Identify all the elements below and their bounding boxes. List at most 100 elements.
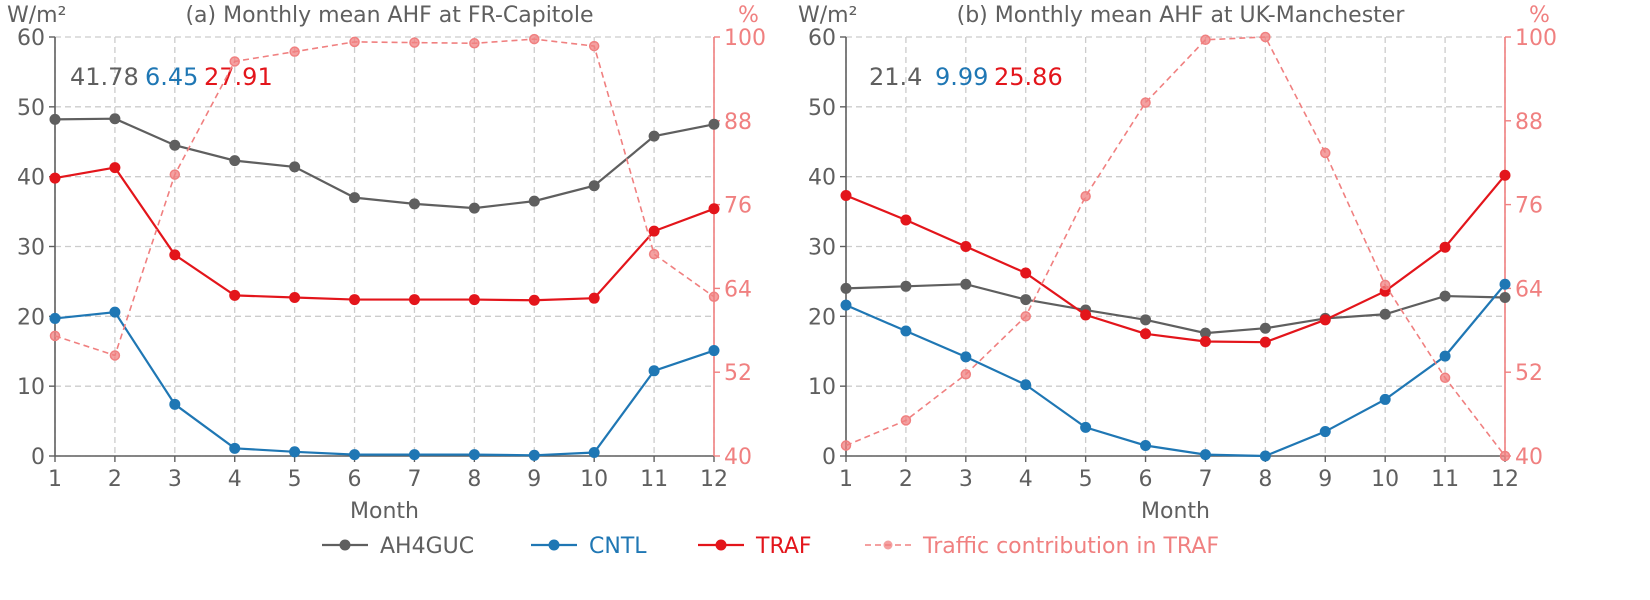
legend-marker-traffic-contribution (883, 540, 893, 550)
data-point-ah4guc (648, 130, 660, 142)
data-point-cntl (588, 447, 600, 459)
data-point-traffic-contribution (1140, 97, 1151, 108)
legend-label-traffic-contribution: Traffic contribution in TRAF (922, 534, 1219, 559)
y2-tick-label: 40 (1515, 445, 1543, 470)
data-point-traffic-contribution (960, 369, 972, 380)
data-point-cntl (109, 306, 121, 318)
x-tick-label: 4 (228, 467, 242, 492)
y2-tick-label: 52 (1515, 361, 1543, 386)
y-tick-label: 60 (808, 26, 836, 51)
y2-axis-label: % (738, 3, 759, 28)
legend-label-ah4guc: AH4GUC (380, 534, 474, 559)
data-point-traf (900, 214, 912, 226)
x-tick-label: 12 (1491, 467, 1519, 492)
x-tick-label: 11 (640, 467, 668, 492)
data-point-ah4guc (289, 161, 301, 173)
data-point-traffic-contribution (529, 33, 540, 45)
data-point-traffic-contribution (469, 38, 480, 49)
y-tick-label: 10 (17, 375, 45, 400)
data-point-ah4guc (109, 113, 121, 125)
y2-tick-label: 76 (1515, 194, 1543, 219)
data-point-traffic-contribution (1379, 279, 1391, 291)
data-point-traf (1259, 336, 1271, 348)
x-tick-label: 5 (288, 467, 302, 492)
panel-b: 1 2 3 4 5 6 7 8 9 10 11 120102030405060405264768810… (798, 3, 1557, 524)
data-point-traffic-contribution (169, 169, 181, 180)
data-point-ah4guc (468, 202, 480, 214)
x-tick-label: 3 (959, 467, 973, 492)
x-tick-label: 12 (700, 467, 728, 492)
x-tick-label: 4 (1019, 467, 1033, 492)
data-point-traf (1499, 169, 1511, 181)
series-line-cntl (54, 310, 715, 457)
data-point-traf (708, 203, 720, 215)
data-point-traffic-contribution (1080, 190, 1091, 202)
x-axis-label: Month (1141, 499, 1210, 524)
x-tick-label: 2 (108, 467, 122, 492)
data-point-ah4guc (1199, 327, 1211, 339)
data-point-cntl (900, 325, 912, 337)
data-point-traf (528, 294, 540, 306)
data-point-traffic-contribution (900, 415, 912, 426)
x-tick-label: 2 (899, 467, 913, 492)
x-tick-label: 8 (467, 467, 481, 492)
data-point-traf (229, 289, 241, 301)
y-tick-label: 50 (808, 96, 836, 121)
data-point-traf (109, 162, 121, 174)
data-point-traf (349, 294, 361, 306)
y2-tick-label: 64 (1515, 277, 1543, 302)
series-line-ah4guc (845, 283, 1506, 335)
legend: AH4GUC CNTL TRAF Traffic contribution in TR… (322, 534, 1219, 559)
data-point-traffic-contribution (1200, 34, 1211, 46)
data-point-traffic-contribution (648, 248, 660, 260)
data-point-cntl (1499, 278, 1511, 290)
y-tick-label: 10 (808, 375, 836, 400)
y-axis-label: W/m² (798, 3, 857, 28)
legend-marker-traf (715, 539, 727, 551)
data-point-traf (1140, 328, 1152, 340)
data-point-traffic-contribution (109, 350, 121, 361)
x-tick-label: 1 (839, 467, 853, 492)
series-line-traf (845, 174, 1506, 344)
data-point-ah4guc (49, 113, 61, 125)
x-tick-label: 1 (48, 467, 62, 492)
data-point-traf (648, 225, 660, 237)
data-point-ah4guc (229, 155, 241, 167)
data-point-traffic-contribution (409, 37, 420, 48)
data-point-cntl (1439, 350, 1451, 362)
data-point-ah4guc (1499, 291, 1511, 303)
data-point-cntl (1020, 379, 1032, 391)
data-point-cntl (229, 442, 241, 454)
y2-tick-label: 52 (724, 361, 752, 386)
y-tick-label: 40 (808, 166, 836, 191)
data-point-cntl (708, 345, 720, 357)
y-tick-label: 0 (31, 445, 45, 470)
data-point-traf (840, 190, 852, 202)
x-tick-label: 10 (580, 467, 608, 492)
annotation-value-ah4guc: 21.4 (869, 63, 922, 91)
data-point-ah4guc (1439, 290, 1451, 302)
data-point-traf (1020, 267, 1032, 279)
x-tick-label: 9 (527, 467, 541, 492)
data-point-ah4guc (840, 282, 852, 294)
data-point-traf (169, 249, 181, 261)
data-point-ah4guc (1259, 322, 1271, 334)
data-point-traf (1319, 314, 1331, 326)
x-tick-label: 5 (1079, 467, 1093, 492)
y-tick-label: 30 (17, 236, 45, 261)
series-line-cntl (845, 283, 1506, 458)
y2-tick-label: 76 (724, 194, 752, 219)
chart-title: (b) Monthly mean AHF at UK-Manchester (957, 3, 1406, 28)
x-tick-label: 10 (1371, 467, 1399, 492)
data-point-traffic-contribution (708, 291, 720, 303)
y2-tick-label: 40 (724, 445, 752, 470)
series-line-traf (54, 166, 715, 302)
data-point-cntl (1199, 449, 1211, 461)
data-point-traffic-contribution (1499, 450, 1511, 462)
data-point-cntl (1379, 393, 1391, 405)
data-point-traffic-contribution (1260, 31, 1271, 43)
data-point-traf (1439, 241, 1451, 253)
y2-tick-label: 100 (724, 26, 766, 51)
data-point-cntl (289, 446, 301, 458)
y-tick-label: 0 (822, 445, 836, 470)
